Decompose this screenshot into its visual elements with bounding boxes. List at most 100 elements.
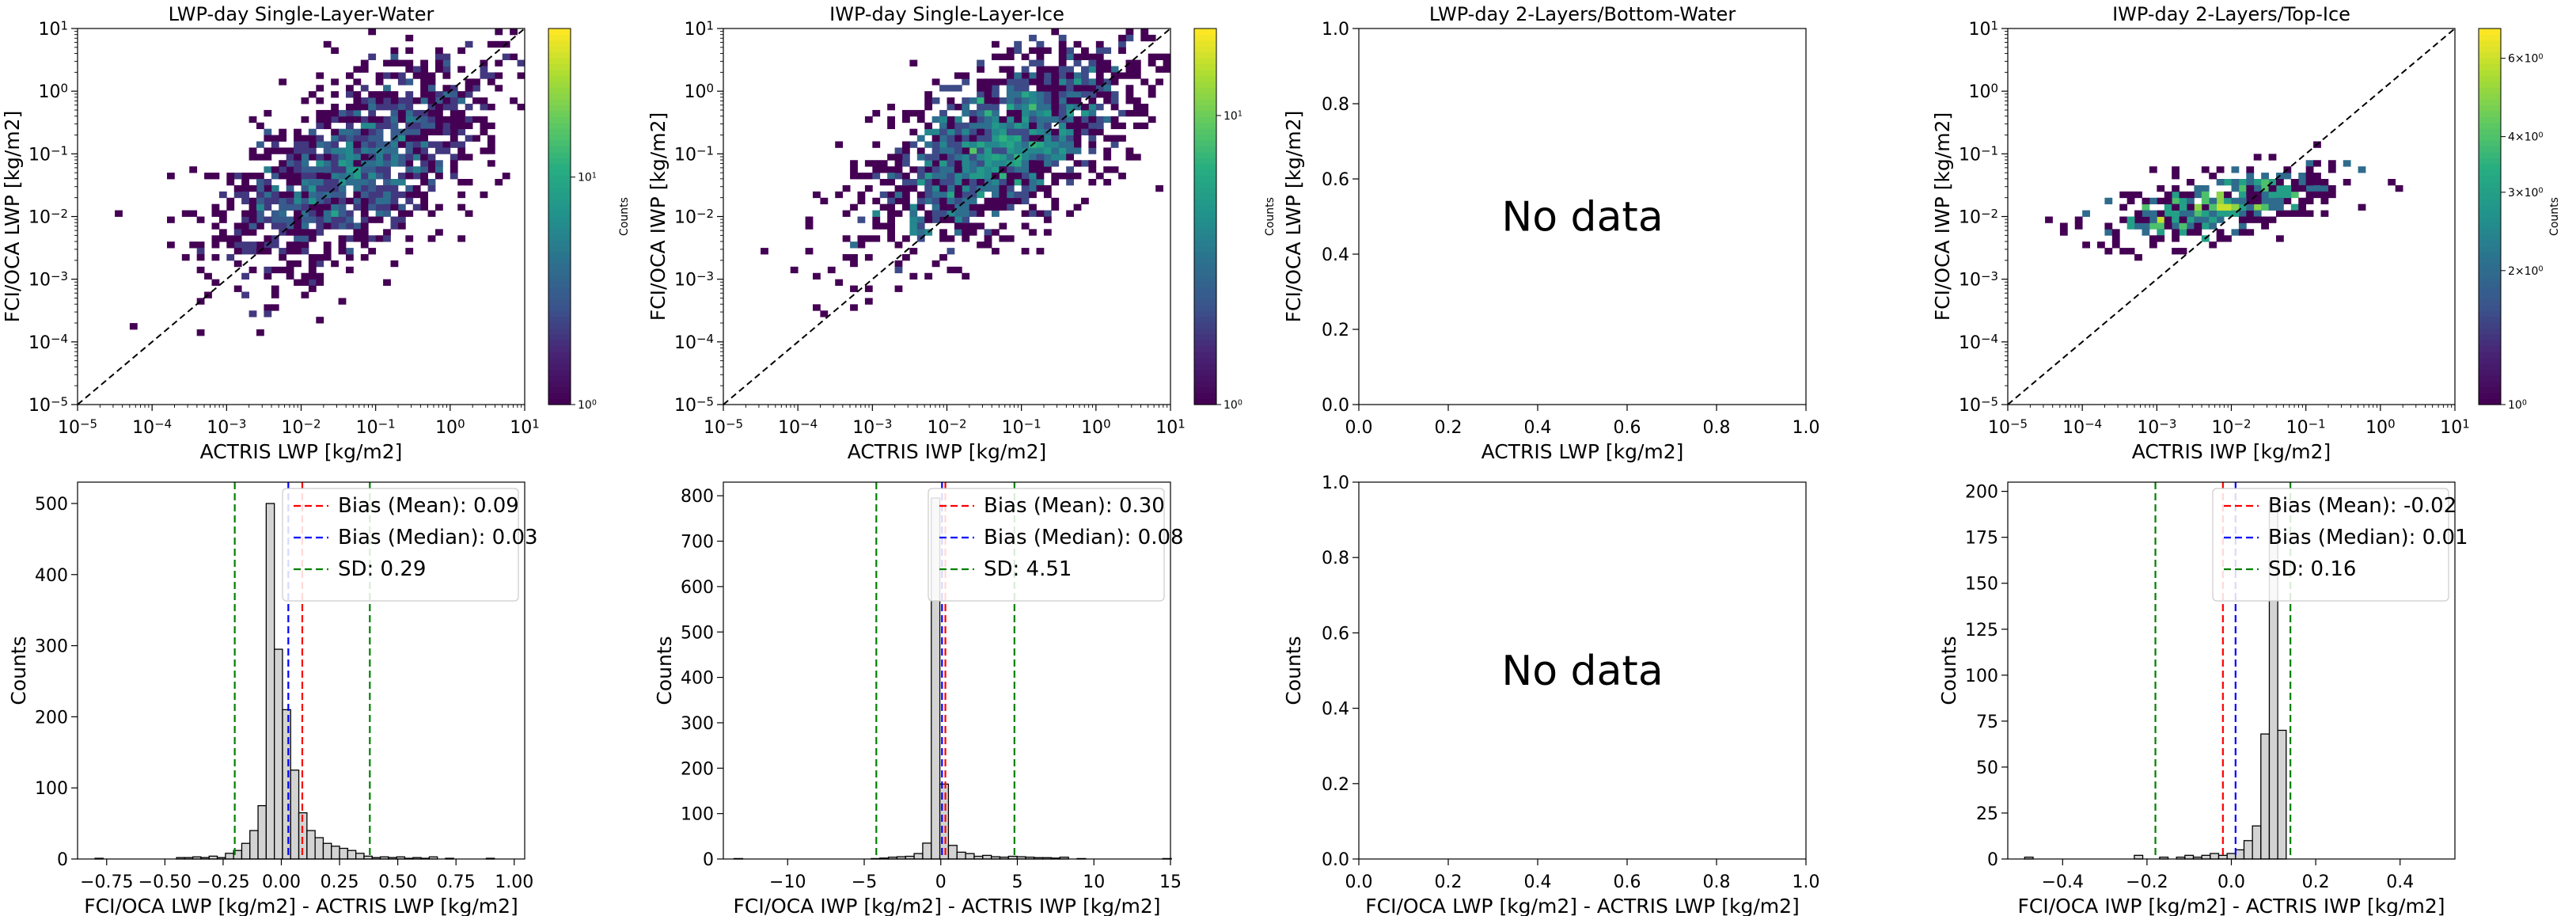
heatmap-cell [2059,229,2068,236]
heatmap-cell [887,173,895,180]
heatmap-cell [909,272,918,280]
heatmap-cell [450,85,458,92]
heatmap-cell [909,109,918,117]
heatmap-cell [1118,173,1126,180]
heatmap-cell [308,197,317,205]
y-tick-label: 100 [38,81,68,102]
heatmap-cell [1051,154,1060,161]
heatmap-cell [1006,78,1015,86]
heatmap-cell [1163,66,1171,73]
heatmap-cell [999,135,1007,142]
heatmap-cell [1006,97,1015,105]
heatmap-cell [939,191,947,199]
heatmap-cell [331,135,339,142]
heatmap-cell [977,85,984,92]
heatmap-cell [2164,210,2172,217]
heatmap-cell [850,304,858,311]
legend-entry: Bias (Mean): 0.09 [338,494,519,518]
heatmap-cell [390,109,399,117]
heatmap-cell [495,29,503,36]
heatmap-cell [902,160,910,167]
heatmap-cell [902,147,910,154]
heatmap-cell [1081,122,1089,130]
colorbar-step [1194,263,1216,270]
heatmap-cell [1029,210,1037,217]
heatmap-cell [271,135,279,142]
heatmap-cell [1110,91,1119,98]
heatmap-cell [264,166,272,173]
heatmap-cell [1021,109,1030,117]
heatmap-cell [308,266,317,274]
colorbar-step [548,116,571,124]
heatmap-cell [1148,53,1156,60]
heatmap-cell [999,147,1007,154]
heatmap-cell [308,179,317,186]
heatmap-cell [931,210,940,217]
heatmap-cell [916,191,925,199]
colorbar-step [1194,75,1216,82]
heatmap-cell [308,285,317,292]
y-tick-label: 300 [681,714,714,734]
heatmap-cell [2238,222,2247,230]
heatmap-cell [211,203,220,211]
heatmap-cell [872,216,881,223]
heatmap-cell [271,266,279,274]
heatmap-cell [850,173,858,180]
heatmap-cell [427,72,436,79]
colorbar-step [1194,81,1216,88]
heatmap-cell [947,191,955,199]
heatmap-cell [2231,210,2240,217]
heatmap-cell [360,66,369,73]
colorbar-frame [2478,28,2502,405]
heatmap-cell [887,104,895,111]
heatmap-cell [397,173,406,180]
heatmap-cell [1043,160,1052,167]
heatmap-cell [286,173,294,180]
heatmap-cell [218,216,227,223]
heatmap-cell [909,184,918,192]
heatmap-cell [992,197,1000,205]
colorbar-step [548,87,571,94]
heatmap-cell [196,248,205,255]
heatmap-cell [999,222,1007,230]
heatmap-cell [1014,128,1022,135]
y-tick-label: 10−3 [1959,269,1998,291]
heatmap-cell [954,166,962,173]
heatmap-cell [1088,104,1097,111]
colorbar-step [2479,381,2501,388]
y-tick-label: 10−2 [674,207,714,228]
heatmap-cell [992,53,1000,60]
heatmap-cell [827,266,836,274]
heatmap-cell [1043,78,1052,86]
heatmap-cell [338,191,347,199]
heatmap-cell [383,184,391,192]
heatmap-cell [360,166,369,173]
heatmap-cell [308,135,317,142]
heatmap-cell [375,104,384,111]
heatmap-cell [346,235,354,242]
heatmap-cell [1132,66,1141,73]
heatmap-cell [375,72,384,79]
chart-title: IWP-day Single-Layer-Ice [829,3,1064,25]
heatmap-cell [894,241,903,249]
heatmap-cell [346,147,354,154]
y-tick-label: 800 [681,487,714,507]
colorbar-step [548,398,571,405]
heatmap-cell [211,241,220,249]
heatmap-cell [2276,203,2284,211]
colorbar-step [548,69,571,76]
heatmap-cell [241,173,249,180]
heatmap-cell [2194,216,2202,223]
y-tick-label: 10−4 [1959,332,1998,353]
heatmap-cell [1110,166,1119,173]
heatmap-cell [984,229,992,236]
heatmap-cell [947,248,955,255]
y-tick-label: 200 [1965,483,1998,503]
x-tick-label: 0.4 [2386,872,2414,892]
heatmap-cell [279,254,287,261]
heatmap-cell [308,260,317,268]
heatmap-cell [435,53,443,60]
heatmap-cell [984,128,992,135]
x-tick-label: −0.75 [80,872,133,892]
